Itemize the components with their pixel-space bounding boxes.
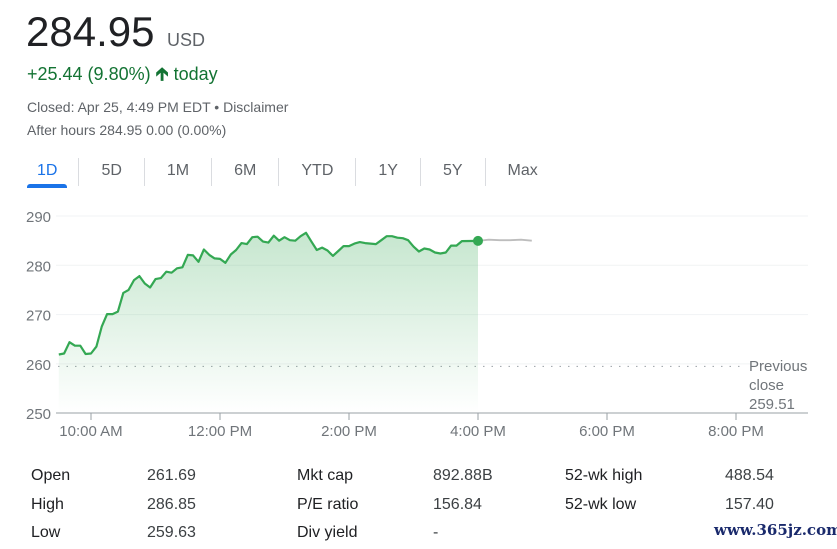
last-price-dot [473,235,483,246]
x-tick-label: 8:00 PM [708,423,764,440]
prev-close-value: 259.51 [749,396,795,413]
prev-close-label-2: close [749,377,784,394]
tab-1m[interactable]: 1M [145,158,213,186]
after-hours-line [477,238,532,242]
stat-label: Mkt cap [297,467,354,484]
after-hours-info: After hours 284.95 0.00 (0.00%) [27,122,227,138]
x-tick-label: 10:00 AM [59,423,122,440]
closed-text: Closed: Apr 25, 4:49 PM EDT • [27,99,224,115]
stat-value: 261.69 [147,467,196,484]
price-change: +25.44 (9.80%) 🡱 today [27,62,218,92]
stat-value: 488.54 [725,467,774,484]
stat-label: Open [31,467,71,484]
stat-value: - [433,524,439,541]
tab-1y[interactable]: 1Y [356,158,421,186]
price-chart[interactable]: 290 280 270 260 250 10:00 AM 12:00 PM 2:00 PM 4:… [0,0,837,460]
stat-value: 286.85 [147,495,196,513]
x-tick-label: 4:00 PM [450,423,506,440]
stat-label: Low [31,524,61,541]
prev-close-label-1: Previous [749,358,807,375]
stat-label: High [31,495,64,513]
tab-6m[interactable]: 6M [212,158,280,186]
change-value: +25.44 (9.80%) [27,64,151,84]
price-area-fill [58,232,478,413]
closed-info: Closed: Apr 25, 4:49 PM EDT • Disclaimer [27,99,288,115]
tab-1d[interactable]: 1D [26,158,68,188]
stat-label: 52-wk low [565,495,637,513]
stat-label: Div yield [297,524,358,541]
x-tick-label: 6:00 PM [579,423,635,440]
y-tick-label: 290 [26,209,51,226]
range-tabs: 1D 5D 1M 6M YTD 1Y 5Y Max [26,158,560,188]
tab-max[interactable]: Max [507,162,538,179]
price-line [58,231,479,356]
change-period: today [173,64,218,84]
y-tick-label: 270 [26,308,51,325]
stat-label: P/E ratio [297,495,359,513]
current-price: 284.95 [26,8,155,55]
tab-5d[interactable]: 5D [79,158,145,186]
currency-label: USD [167,30,206,50]
tab-5y[interactable]: 5Y [421,158,486,186]
tab-ytd[interactable]: YTD [279,158,357,186]
y-tick-label: 250 [26,406,51,423]
arrow-up-icon: 🡱 [155,64,169,84]
x-tick-label: 12:00 PM [188,423,252,440]
divider [78,158,80,186]
stat-value: 156.84 [433,495,482,513]
y-tick-label: 260 [26,357,51,374]
x-tick-label: 2:00 PM [321,423,377,440]
stat-label: 52-wk high [565,467,643,484]
stat-value: 892.88B [433,467,493,484]
disclaimer-link[interactable]: Disclaimer [223,99,289,115]
stat-value: 157.40 [725,495,774,513]
stat-value: 259.63 [147,524,196,541]
watermark: www.365jz.com [714,521,837,539]
y-tick-label: 280 [26,258,51,275]
